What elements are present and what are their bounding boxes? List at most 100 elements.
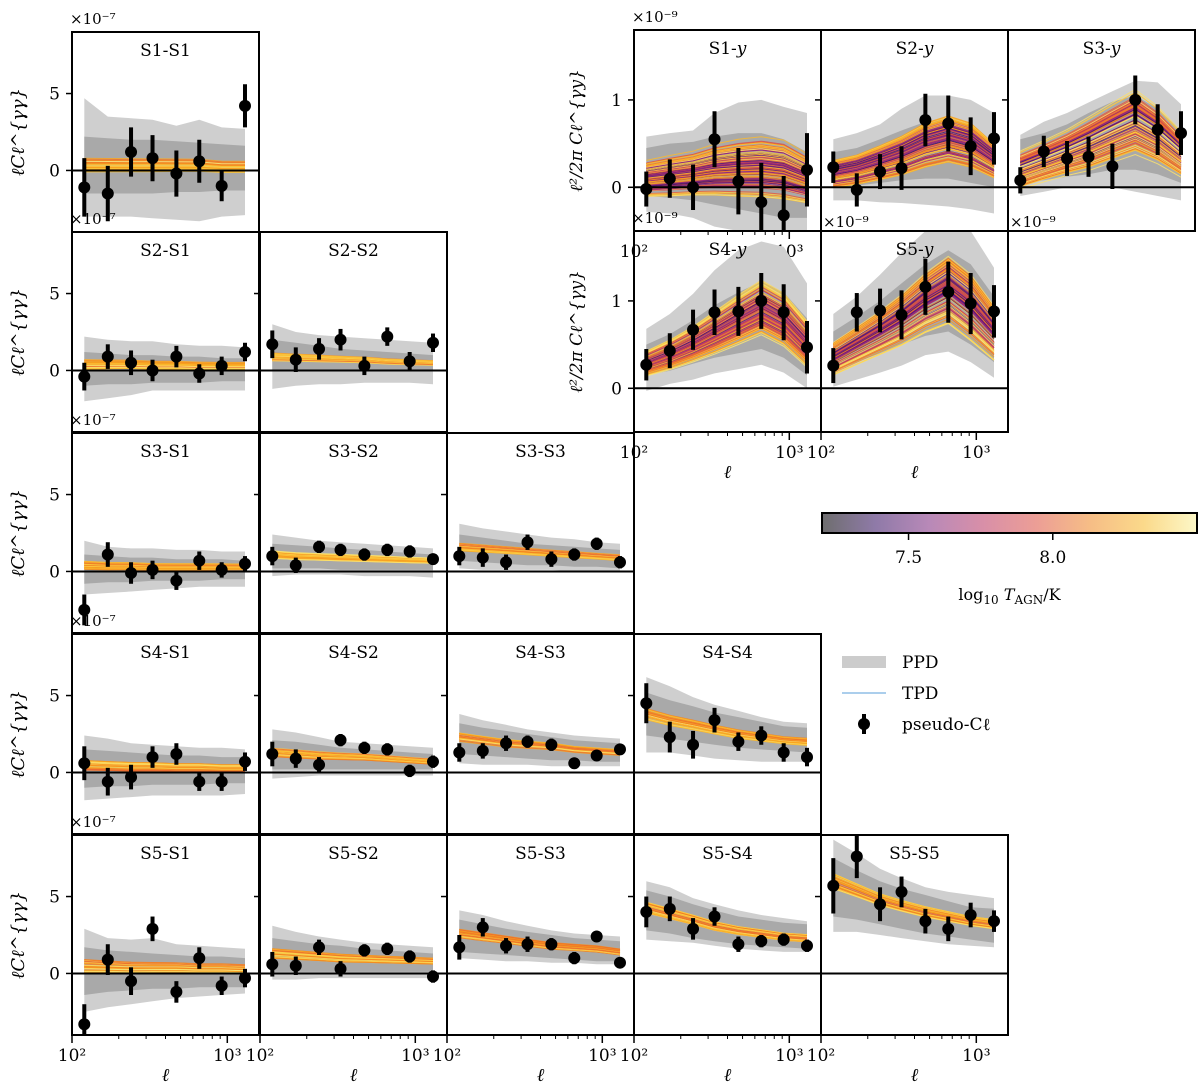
x-axis-label: ℓ — [162, 1065, 170, 1085]
tpd-line — [646, 327, 808, 374]
tpd-line — [646, 158, 808, 175]
tpd-line — [833, 316, 995, 373]
data-point — [545, 938, 558, 951]
data-point — [101, 953, 114, 966]
panel-frame — [259, 432, 448, 634]
tpd-line — [833, 126, 995, 168]
tpd-line — [646, 311, 808, 367]
tpd-lines — [646, 708, 808, 746]
tpd-line — [833, 129, 995, 170]
data-point — [942, 286, 955, 299]
data-point — [266, 748, 279, 760]
pseudo-cl-points — [640, 683, 813, 767]
data-point — [426, 755, 439, 768]
tpd-line — [459, 932, 621, 953]
tpd-line — [272, 552, 434, 560]
data-point — [827, 879, 840, 892]
data-point — [827, 359, 840, 372]
x-axis-s5-s2: 10² 10³ ℓ — [246, 1035, 430, 1085]
tpd-line — [1020, 147, 1182, 186]
data-point — [568, 952, 581, 965]
data-point — [125, 356, 138, 369]
data-point — [545, 738, 558, 751]
data-point — [170, 748, 183, 760]
y-axis-label: ℓCℓ^{γγ} — [8, 489, 29, 577]
tpd-line — [84, 159, 246, 164]
tpd-line — [646, 136, 808, 161]
tpd-line — [833, 130, 995, 170]
panel-title: S4-S1 — [140, 643, 191, 663]
legend-entry-ppd: PPD — [842, 653, 939, 673]
scale-label: ×10⁻⁷ — [70, 813, 116, 831]
panel-title: S1-S1 — [140, 41, 191, 61]
data-point — [193, 155, 206, 168]
tpd-line — [84, 969, 246, 973]
tpd-line — [1020, 144, 1182, 185]
y-tick-label: 0 — [49, 763, 60, 783]
data-point — [101, 548, 114, 561]
data-point — [313, 758, 326, 771]
legend-entry-pseudoc: pseudo-Cℓ — [858, 714, 991, 735]
panel-s3-y: S3-y — [1002, 29, 1196, 232]
tpd-line — [1020, 91, 1182, 153]
colorbar-gradient — [821, 512, 1198, 534]
tpd-line — [1020, 143, 1182, 184]
tpd-line — [646, 711, 808, 741]
panel-title: S2-y — [896, 39, 934, 59]
tpd-line — [1020, 128, 1182, 175]
tpd-line — [646, 192, 808, 202]
y-tick-label: 5 — [49, 486, 60, 506]
tpd-line — [1020, 96, 1182, 156]
data-point — [358, 359, 371, 372]
tpd-line — [459, 931, 621, 952]
colorbar-label: log10 TAGN/K — [958, 585, 1061, 607]
data-point — [238, 557, 251, 570]
tpd-line — [833, 116, 995, 162]
data-point — [640, 697, 653, 710]
y-axis-label: ℓCℓ^{γγ} — [8, 288, 29, 376]
legend-label: TPD — [902, 684, 938, 704]
panel-title: S2-S1 — [140, 241, 191, 261]
tpd-line — [84, 767, 245, 771]
legend-entry-tpd: TPD — [842, 684, 938, 704]
legend-label: pseudo-Cℓ — [902, 715, 991, 735]
tpd-line — [459, 547, 621, 559]
tpd-line — [1020, 149, 1182, 188]
tpd-lines — [272, 550, 434, 564]
data-point — [170, 574, 183, 587]
data-point — [146, 751, 159, 764]
tpd-line — [833, 311, 995, 370]
panel-s3-s1: S3-S1 0 5 — [49, 432, 260, 634]
colorbar: 7.5 8.0 log10 TAGN/K — [821, 512, 1198, 607]
tpd-line — [833, 277, 995, 354]
data-point — [732, 305, 745, 318]
y-tick-label: 5 — [49, 85, 60, 105]
data-point — [381, 942, 394, 955]
pseudo-cl-points — [266, 327, 439, 376]
data-point — [777, 209, 790, 222]
data-point — [334, 333, 347, 346]
tpd-line — [646, 194, 808, 203]
pseudo-cl-points — [453, 735, 626, 770]
tpd-line — [833, 887, 995, 930]
panel-frame — [71, 432, 260, 634]
data-point — [334, 962, 347, 975]
tpd-line — [833, 280, 995, 356]
x-axis-label: ℓ — [350, 1065, 358, 1085]
colorbar-tick-label: 8.0 — [1039, 548, 1066, 568]
tpd-line — [833, 309, 995, 370]
panel-s1-s1: S1-S1 0 5 — [49, 31, 260, 233]
pseudo-cl-points — [827, 93, 1000, 207]
tpd-line — [833, 119, 995, 164]
tpd-line — [833, 304, 995, 367]
tpd-line — [459, 934, 621, 954]
colorbar-ticks: 7.5 8.0 — [895, 533, 1066, 568]
tpd-line — [272, 750, 434, 761]
panel-title: S4-S3 — [515, 643, 566, 663]
y-axis-label: ℓ²/2π Cℓ^{γy} — [567, 270, 587, 393]
data-point — [453, 746, 466, 759]
pseudo-cl-points — [640, 111, 813, 231]
tpd-line — [646, 313, 808, 368]
tpd-lines — [84, 760, 245, 773]
